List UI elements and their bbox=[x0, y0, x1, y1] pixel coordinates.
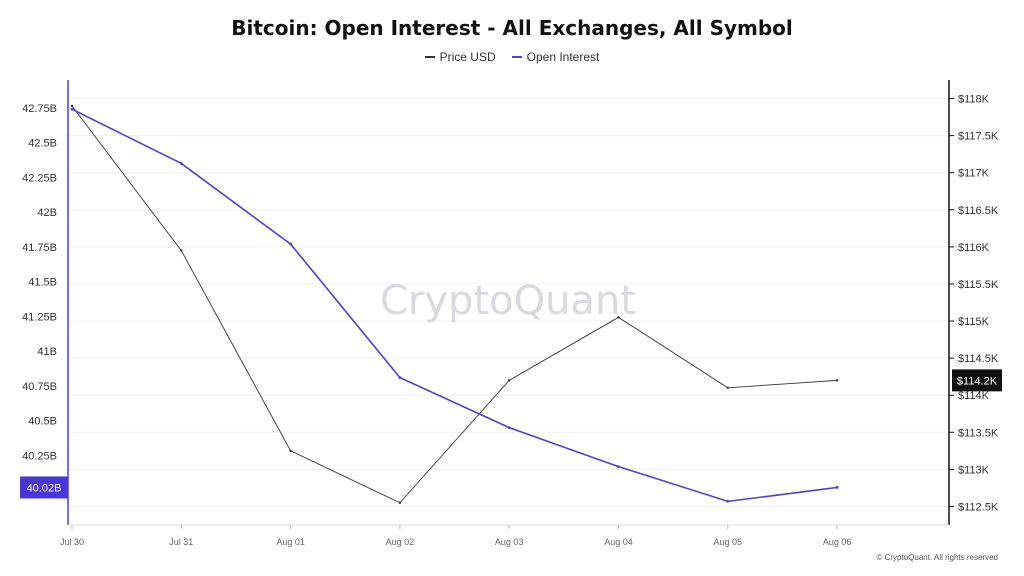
y-right-tick-label: $116.5K bbox=[958, 205, 999, 217]
x-tick-label: Aug 04 bbox=[604, 537, 633, 547]
y-right-tick-label: $114.5K bbox=[958, 353, 999, 365]
x-tick-label: Jul 31 bbox=[169, 537, 193, 547]
legend-item-open-interest[interactable]: Open Interest bbox=[511, 50, 600, 64]
data-point-open-interest bbox=[179, 162, 183, 165]
y-right-tick-label: $117.5K bbox=[958, 131, 999, 143]
copyright-notice: © CryptoQuant. All rights reserved bbox=[876, 553, 999, 562]
y-left-tick-label: 40.75B bbox=[22, 381, 57, 393]
data-point-price bbox=[70, 104, 74, 108]
y-right-tick-label: $115.5K bbox=[958, 279, 999, 291]
y-right-tick-label: $112.5K bbox=[958, 501, 999, 513]
data-point-open-interest bbox=[726, 499, 730, 503]
data-point-open-interest bbox=[835, 486, 839, 489]
data-point-price bbox=[180, 249, 183, 252]
legend-swatch-open-interest bbox=[511, 56, 522, 58]
data-point-price bbox=[508, 379, 511, 382]
x-tick-label: Aug 03 bbox=[495, 537, 524, 547]
y-right-tick-label: $117K bbox=[958, 168, 990, 180]
data-point-open-interest bbox=[70, 107, 74, 111]
y-left-tick-label: 42.25B bbox=[22, 172, 57, 184]
x-tick-label: Aug 01 bbox=[276, 537, 305, 547]
y-left-tick-label: 42.5B bbox=[28, 138, 57, 150]
data-point-price bbox=[617, 316, 620, 319]
y-left-tick-label: 42B bbox=[37, 207, 57, 219]
y-right-tick-label: $118K bbox=[958, 94, 990, 106]
data-point-open-interest bbox=[289, 242, 292, 246]
y-left-tick-label: 40.25B bbox=[22, 450, 57, 462]
legend-label-price: Price USD bbox=[439, 50, 496, 64]
y-left-tick-label: 40.5B bbox=[28, 416, 57, 428]
y-right-tick-label: $113K bbox=[958, 464, 990, 476]
x-tick-label: Aug 02 bbox=[386, 537, 415, 547]
price-current-label: $114.2K bbox=[957, 375, 998, 387]
data-point-open-interest bbox=[617, 465, 620, 468]
open-interest-current-badge bbox=[20, 476, 68, 499]
x-tick-label: Jul 30 bbox=[60, 537, 84, 547]
data-point-price bbox=[835, 379, 839, 382]
y-left-tick-label: 41.5B bbox=[28, 277, 57, 289]
series-line-open-interest bbox=[71, 108, 838, 503]
legend-item-price[interactable]: Price USD bbox=[424, 50, 496, 64]
y-left-tick-label: 41.25B bbox=[22, 311, 57, 323]
y-right-tick-label: $114K bbox=[958, 390, 990, 402]
price-current-badge bbox=[952, 369, 1002, 392]
y-left-tick-label: 41B bbox=[37, 346, 57, 358]
data-point-price bbox=[289, 449, 292, 453]
data-point-price bbox=[398, 501, 402, 504]
data-point-price bbox=[726, 386, 729, 389]
open-interest-current-label: 40.02B bbox=[27, 482, 62, 494]
x-tick-label: Aug 06 bbox=[823, 537, 852, 547]
y-left-tick-label: 42.75B bbox=[22, 103, 57, 115]
legend-label-open-interest: Open Interest bbox=[526, 50, 600, 64]
y-right-tick-label: $113.5K bbox=[958, 427, 999, 439]
y-right-tick-label: $116K bbox=[958, 242, 990, 254]
y-right-tick-label: $115K bbox=[958, 316, 990, 328]
chart-legend: Price USD Open Interest bbox=[0, 50, 1024, 64]
data-point-open-interest bbox=[398, 376, 402, 379]
y-left-tick-label: 41.75B bbox=[22, 242, 57, 254]
x-tick-label: Aug 05 bbox=[714, 537, 743, 547]
data-point-open-interest bbox=[507, 426, 511, 430]
series-line-price bbox=[71, 105, 838, 504]
chart-title: Bitcoin: Open Interest - All Exchanges, … bbox=[231, 16, 793, 40]
legend-swatch-price bbox=[424, 56, 435, 58]
watermark-logo: CryptoQuant bbox=[380, 278, 636, 324]
